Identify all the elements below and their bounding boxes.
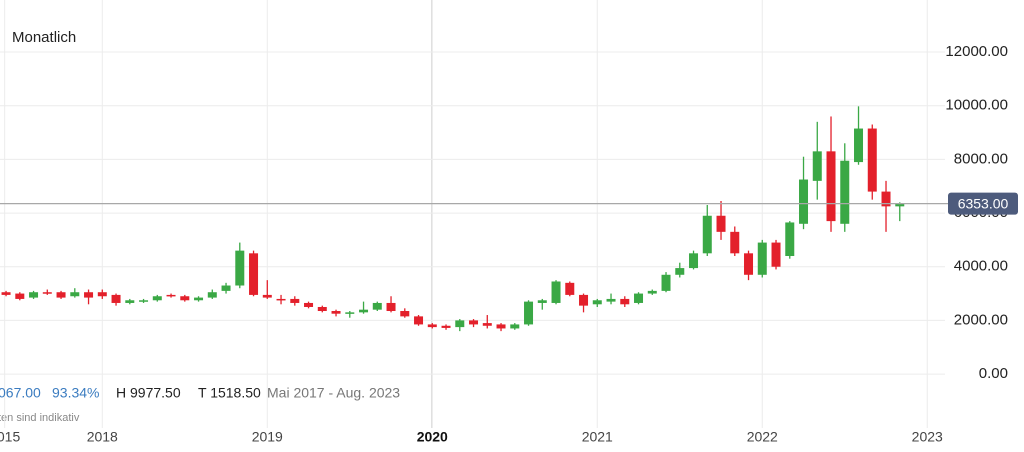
- candle-body: [400, 311, 410, 317]
- candle-body: [854, 128, 864, 163]
- candle-body: [84, 292, 94, 298]
- candle-body: [235, 250, 245, 286]
- candle-body: [166, 294, 176, 297]
- candle-body: [675, 268, 685, 275]
- candle-body: [207, 292, 217, 298]
- candle-body: [606, 298, 616, 302]
- candle-body: [689, 253, 699, 269]
- candle-body: [125, 300, 135, 303]
- x-tick-label: 2015: [0, 429, 20, 445]
- candle-body: [180, 296, 190, 301]
- price-label: 6353.00: [958, 195, 1009, 211]
- candle-body: [249, 253, 259, 295]
- interval-label: Monatlich: [12, 29, 76, 46]
- price-box: [948, 192, 1018, 215]
- candle-body: [716, 215, 726, 232]
- candle-body: [537, 300, 547, 303]
- candle-body: [345, 312, 355, 314]
- candle-body: [304, 302, 314, 307]
- candle-body: [496, 324, 506, 329]
- candle-body: [111, 294, 121, 303]
- candle-body: [579, 294, 589, 306]
- candle-body: [771, 242, 781, 267]
- candle-body: [386, 302, 396, 312]
- candle-body: [359, 309, 369, 313]
- candle-body: [799, 179, 809, 224]
- y-tick-label: 4000.00: [954, 258, 1008, 275]
- candle-body: [15, 293, 25, 299]
- candle-body: [56, 292, 66, 298]
- candle-body: [372, 302, 382, 310]
- candle-body: [744, 253, 754, 275]
- candle-body: [317, 306, 327, 312]
- y-tick-label: 2000.00: [954, 311, 1008, 328]
- candle-body: [702, 215, 712, 254]
- y-tick-label: 12000.00: [945, 43, 1008, 60]
- candle-body: [441, 325, 451, 328]
- candle-body: [427, 324, 437, 328]
- candle-body: [524, 301, 534, 325]
- candle-body: [757, 242, 767, 275]
- candle-body: [647, 290, 657, 294]
- candle-body: [331, 311, 341, 314]
- candle-body: [661, 274, 671, 291]
- candle-body: [812, 151, 822, 181]
- x-tick-label: 2022: [747, 429, 778, 445]
- candle-body: [455, 320, 465, 328]
- candle-body: [42, 292, 52, 294]
- candle-body: [221, 285, 231, 291]
- candle-body: [551, 281, 561, 303]
- stat-text: Mai 2017 - Aug. 2023: [267, 385, 400, 401]
- candle-body: [290, 298, 300, 303]
- candle-body: [414, 316, 424, 325]
- candle-body: [1, 292, 11, 295]
- candle-body: [840, 160, 850, 224]
- candle-body: [194, 297, 204, 301]
- candle-body: [867, 128, 877, 192]
- candle-body: [881, 191, 891, 207]
- y-tick-label: 8000.00: [954, 150, 1008, 167]
- x-tick-label: 2023: [912, 429, 943, 445]
- candle-body: [565, 282, 575, 295]
- candle-body: [70, 292, 80, 297]
- candle-body: [152, 296, 162, 301]
- x-tick-label: 2018: [87, 429, 118, 445]
- candle-body: [29, 292, 39, 298]
- candle-body: [895, 203, 905, 207]
- candle-body: [469, 320, 479, 325]
- note: ten sind indikativ: [0, 412, 80, 424]
- x-tick-label: 2020: [417, 429, 448, 445]
- stat-text: 067.00: [0, 385, 41, 401]
- y-tick-label: 10000.00: [945, 97, 1008, 114]
- candle-body: [826, 151, 836, 222]
- candle-body: [730, 231, 740, 254]
- stat-text: T 1518.50: [198, 385, 261, 401]
- candle-body: [620, 298, 630, 305]
- candle-body: [510, 324, 520, 329]
- stat-text: H 9977.50: [116, 385, 181, 401]
- candle-body: [785, 222, 795, 256]
- x-tick-label: 2019: [252, 429, 283, 445]
- candle-body: [262, 294, 272, 298]
- stat-text: 93.34%: [52, 385, 99, 401]
- candle-body: [592, 300, 602, 305]
- candle-body: [97, 292, 107, 297]
- y-tick-label: 0.00: [979, 365, 1008, 382]
- candle-body: [482, 323, 492, 326]
- candle-body: [276, 298, 286, 301]
- candle-body: [139, 300, 149, 302]
- candle-body: [634, 293, 644, 303]
- x-tick-label: 2021: [582, 429, 613, 445]
